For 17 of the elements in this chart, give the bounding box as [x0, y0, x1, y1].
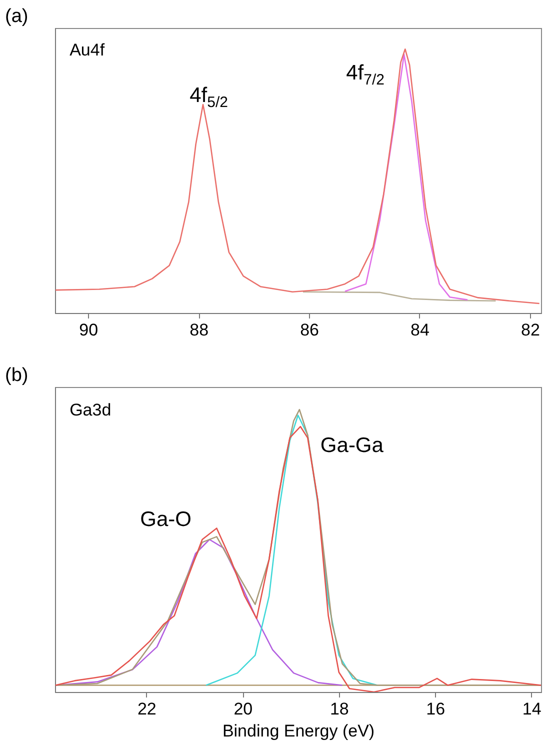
x-tick-label: 88	[190, 320, 209, 340]
annotation: Ga-O	[140, 508, 192, 531]
x-axis-title: Binding Energy (eV)	[222, 722, 375, 740]
x-tick-label: 90	[79, 320, 98, 340]
chart-title: (b)	[5, 365, 28, 386]
annotation: Ga-Ga	[320, 434, 384, 457]
x-tick-label: 20	[234, 700, 253, 718]
x-tick-label: 18	[330, 700, 349, 718]
x-tick-label: 22	[137, 700, 156, 718]
x-tick-label: 82	[520, 320, 540, 340]
x-tick-label: 84	[410, 320, 430, 340]
x-tick-label: 14	[522, 700, 542, 718]
x-tick-label: 86	[300, 320, 320, 340]
annotation: Au4f	[70, 40, 105, 60]
x-tick-label: 16	[426, 700, 446, 718]
chart-title: (a)	[5, 6, 28, 27]
annotation: Ga3d	[70, 400, 112, 420]
